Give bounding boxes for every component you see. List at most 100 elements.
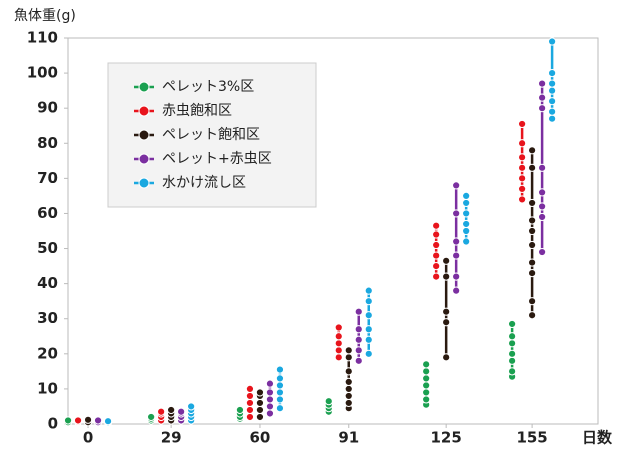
data-point — [452, 286, 461, 295]
data-point — [462, 191, 471, 201]
data-point — [528, 146, 537, 155]
data-point — [83, 415, 93, 424]
data-point — [452, 272, 461, 281]
x-tick-label: 29 — [161, 429, 182, 447]
data-point — [265, 388, 275, 397]
data-point — [235, 405, 245, 415]
data-point — [364, 311, 373, 320]
data-point — [528, 163, 537, 172]
data-point — [462, 209, 471, 218]
data-point — [255, 388, 265, 397]
data-point — [73, 416, 83, 425]
x-axis-label: 日数 — [582, 429, 613, 447]
data-point — [518, 163, 527, 172]
data-point — [432, 261, 441, 271]
data-point — [442, 353, 451, 362]
y-axis-label: 魚体重(g) — [14, 8, 76, 24]
data-point — [442, 272, 451, 281]
y-tick-label: 110 — [27, 29, 58, 47]
data-point — [177, 407, 186, 416]
data-point — [344, 353, 353, 362]
data-point — [442, 256, 451, 265]
data-point — [275, 374, 285, 383]
legend-marker — [138, 177, 150, 189]
y-tick-label: 90 — [37, 99, 58, 117]
data-point — [518, 153, 527, 162]
data-point — [334, 323, 343, 332]
data-point — [364, 349, 373, 358]
y-tick-label: 80 — [37, 134, 58, 152]
data-point — [364, 286, 373, 295]
data-point — [452, 251, 461, 260]
data-point — [508, 367, 517, 376]
data-point — [508, 356, 517, 365]
data-point — [538, 188, 547, 197]
data-point — [452, 209, 461, 218]
y-tick-label: 30 — [37, 309, 58, 327]
x-tick-label: 125 — [431, 429, 462, 447]
data-point — [265, 379, 275, 388]
data-point — [422, 360, 431, 369]
data-point — [422, 381, 431, 390]
data-point — [275, 381, 285, 390]
data-point — [442, 318, 451, 327]
y-tick-label: 20 — [37, 344, 58, 362]
data-point — [275, 365, 285, 374]
data-point — [432, 221, 441, 230]
data-point — [452, 237, 461, 246]
data-point — [548, 114, 557, 123]
data-point — [528, 226, 537, 236]
data-point — [528, 240, 537, 250]
x-tick-label: 60 — [250, 429, 271, 447]
data-point — [245, 412, 255, 422]
data-point — [462, 198, 471, 208]
data-point — [548, 68, 557, 78]
data-point — [518, 195, 527, 204]
legend-marker — [138, 153, 150, 165]
data-point — [528, 297, 537, 306]
data-point — [548, 97, 557, 106]
legend-label: 赤虫飽和区 — [162, 102, 232, 119]
data-point — [518, 119, 527, 129]
data-point — [432, 240, 441, 250]
data-point — [422, 374, 431, 383]
data-point — [344, 398, 353, 408]
data-point — [422, 395, 431, 404]
data-point — [93, 416, 103, 425]
y-tick-label: 60 — [37, 204, 58, 222]
data-point — [432, 251, 441, 260]
data-point — [538, 163, 547, 172]
legend-label: ペレット3%区 — [162, 79, 254, 95]
data-point — [157, 407, 166, 416]
data-point — [538, 247, 547, 257]
data-point — [187, 402, 196, 411]
data-point — [548, 107, 557, 116]
data-point — [103, 417, 113, 426]
data-point — [364, 335, 373, 344]
data-point — [538, 93, 547, 102]
data-point — [265, 395, 275, 404]
data-point — [324, 397, 333, 406]
data-point — [265, 402, 275, 411]
x-tick-label: 155 — [516, 429, 547, 447]
data-point — [518, 174, 527, 183]
data-point — [508, 349, 517, 358]
data-point — [354, 335, 363, 344]
data-point — [528, 216, 537, 225]
data-point — [548, 37, 557, 46]
x-tick-label: 0 — [83, 429, 93, 447]
y-tick-label: 0 — [48, 415, 58, 433]
data-point — [334, 339, 343, 348]
legend-marker — [138, 105, 150, 117]
data-point — [548, 79, 557, 88]
data-point — [422, 388, 431, 397]
data-point — [432, 272, 441, 281]
data-point — [275, 395, 285, 404]
data-point — [255, 412, 265, 422]
y-tick-label: 100 — [27, 64, 58, 82]
data-point — [245, 405, 255, 415]
y-tick-label: 70 — [37, 169, 58, 187]
data-point — [334, 346, 343, 355]
